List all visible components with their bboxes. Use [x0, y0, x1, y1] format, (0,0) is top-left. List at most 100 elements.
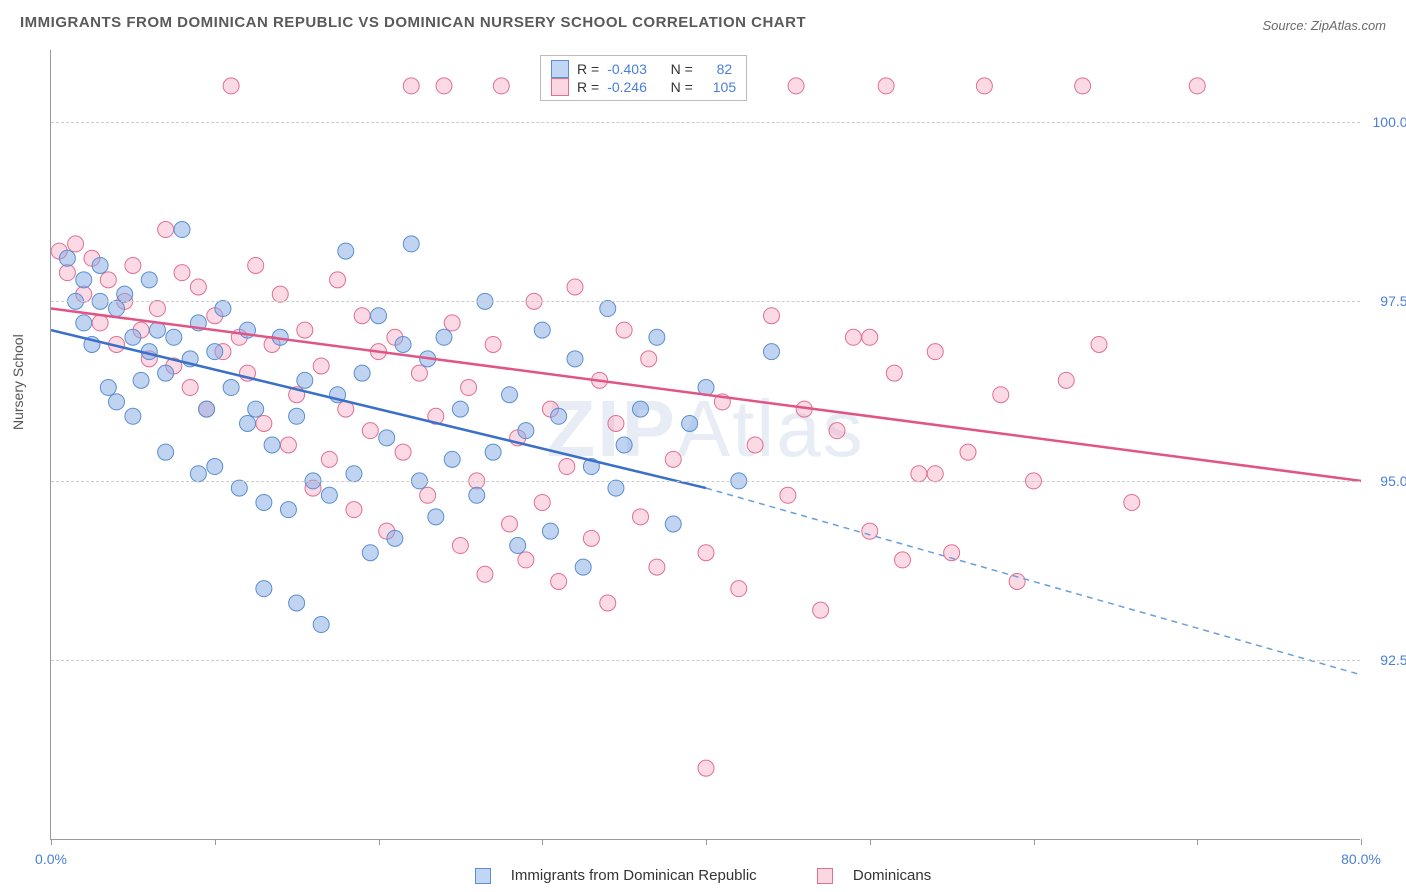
data-point — [633, 401, 649, 417]
chart-title: IMMIGRANTS FROM DOMINICAN REPUBLIC VS DO… — [20, 14, 806, 31]
data-point — [223, 380, 239, 396]
data-point — [76, 315, 92, 331]
data-point — [485, 444, 501, 460]
data-point — [100, 272, 116, 288]
data-point — [223, 78, 239, 94]
data-point — [510, 538, 526, 554]
data-point — [92, 315, 108, 331]
data-point — [886, 365, 902, 381]
gridline — [51, 660, 1360, 661]
ytick-label: 92.5% — [1380, 652, 1406, 668]
swatch-blue-icon — [551, 60, 569, 78]
xtick — [379, 839, 380, 845]
data-point — [289, 595, 305, 611]
data-point — [297, 322, 313, 338]
data-point — [403, 236, 419, 252]
gridline — [51, 122, 1360, 123]
data-point — [158, 444, 174, 460]
data-point — [379, 430, 395, 446]
data-point — [600, 595, 616, 611]
data-point — [444, 315, 460, 331]
data-point — [682, 415, 698, 431]
data-point — [297, 372, 313, 388]
trend-line-pink — [51, 309, 1361, 481]
data-point — [780, 487, 796, 503]
data-point — [256, 494, 272, 510]
data-point — [461, 380, 477, 396]
data-point — [346, 502, 362, 518]
data-point — [518, 552, 534, 568]
xtick — [1197, 839, 1198, 845]
data-point — [567, 279, 583, 295]
swatch-pink-icon — [817, 868, 833, 884]
data-point — [1091, 336, 1107, 352]
data-point — [264, 437, 280, 453]
data-point — [215, 301, 231, 317]
data-point — [68, 236, 84, 252]
data-point — [485, 336, 501, 352]
data-point — [182, 380, 198, 396]
plot-area: ZIPAtlas 92.5%95.0%97.5%100.0%0.0%80.0% — [50, 50, 1360, 840]
data-point — [608, 480, 624, 496]
xtick-label: 0.0% — [35, 851, 67, 867]
data-point — [149, 301, 165, 317]
data-point — [346, 466, 362, 482]
data-point — [76, 272, 92, 288]
ytick-label: 95.0% — [1380, 473, 1406, 489]
data-point — [354, 365, 370, 381]
xtick — [870, 839, 871, 845]
data-point — [313, 358, 329, 374]
data-point — [731, 581, 747, 597]
data-point — [616, 437, 632, 453]
data-point — [788, 78, 804, 94]
data-point — [1189, 78, 1205, 94]
legend-series-2: Dominicans — [803, 867, 945, 884]
ytick-label: 97.5% — [1380, 293, 1406, 309]
data-point — [436, 329, 452, 345]
data-point — [813, 602, 829, 618]
data-point — [371, 308, 387, 324]
data-point — [125, 329, 141, 345]
data-point — [362, 423, 378, 439]
data-point — [321, 451, 337, 467]
data-point — [542, 523, 558, 539]
data-point — [567, 351, 583, 367]
data-point — [338, 243, 354, 259]
xtick — [542, 839, 543, 845]
legend-series: Immigrants from Dominican Republic Domin… — [0, 867, 1406, 884]
data-point — [649, 329, 665, 345]
data-point — [927, 466, 943, 482]
gridline — [51, 481, 1360, 482]
legend-stats-row-2: R = -0.246 N = 105 — [551, 78, 736, 96]
legend-stats: R = -0.403 N = 82 R = -0.246 N = 105 — [540, 55, 747, 101]
data-point — [534, 322, 550, 338]
gridline — [51, 301, 1360, 302]
xtick — [1361, 839, 1362, 845]
data-point — [1058, 372, 1074, 388]
data-point — [665, 516, 681, 532]
data-point — [256, 415, 272, 431]
data-point — [764, 344, 780, 360]
data-point — [895, 552, 911, 568]
data-point — [330, 272, 346, 288]
data-point — [633, 509, 649, 525]
data-point — [1124, 494, 1140, 510]
data-point — [395, 444, 411, 460]
data-point — [502, 516, 518, 532]
xtick-label: 80.0% — [1341, 851, 1381, 867]
data-point — [420, 487, 436, 503]
data-point — [927, 344, 943, 360]
data-point — [575, 559, 591, 575]
data-point — [616, 322, 632, 338]
data-point — [641, 351, 657, 367]
data-point — [231, 480, 247, 496]
data-point — [395, 336, 411, 352]
data-point — [608, 415, 624, 431]
data-point — [354, 308, 370, 324]
data-point — [166, 329, 182, 345]
data-point — [428, 509, 444, 525]
data-point — [600, 301, 616, 317]
data-point — [845, 329, 861, 345]
data-point — [240, 415, 256, 431]
trend-line-blue-ext — [706, 488, 1361, 675]
